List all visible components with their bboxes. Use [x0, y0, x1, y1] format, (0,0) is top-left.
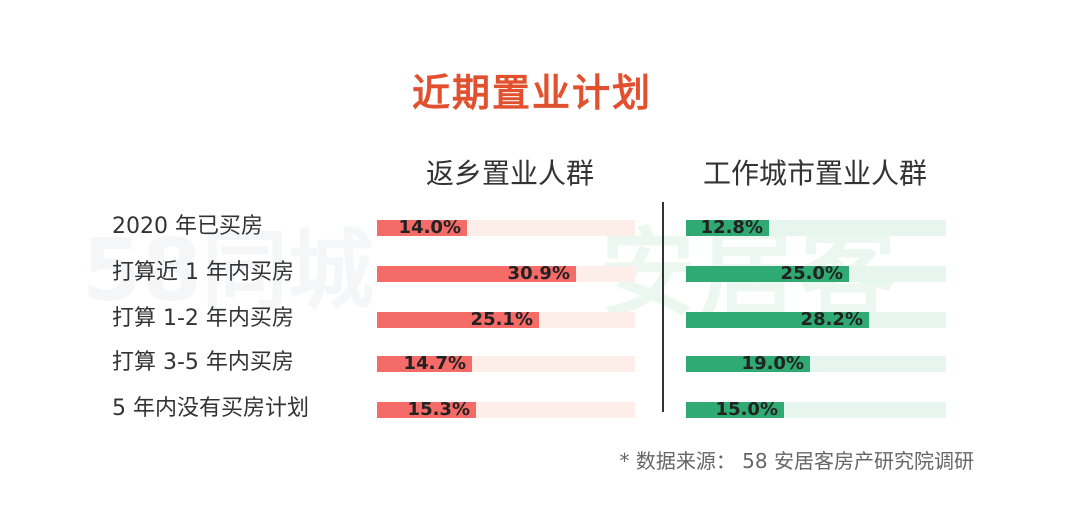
- category-label: 打算 3-5 年内买房: [112, 350, 294, 375]
- value-label-hometown: 30.9%: [507, 263, 570, 284]
- value-label-workcity: 25.0%: [780, 263, 843, 284]
- value-label-hometown: 25.1%: [470, 309, 533, 330]
- bar-hometown: [377, 356, 472, 372]
- value-label-workcity: 19.0%: [741, 353, 804, 374]
- bar-track-hometown: 30.9%: [377, 263, 635, 284]
- series-header-workcity: 工作城市置业人群: [702, 157, 927, 190]
- category-label: 打算 1-2 年内买房: [112, 306, 294, 331]
- value-label-workcity: 12.8%: [700, 217, 763, 238]
- bar-hometown: [377, 220, 467, 236]
- series-divider: [662, 202, 664, 412]
- bar-track-workcity: 25.0%: [686, 263, 946, 284]
- bar-hometown: [377, 402, 476, 418]
- value-label-hometown: 14.7%: [403, 353, 466, 374]
- category-label: 打算近 1 年内买房: [112, 260, 294, 285]
- value-label-workcity: 15.0%: [715, 399, 778, 420]
- value-label-workcity: 28.2%: [800, 309, 863, 330]
- category-label: 5 年内没有买房计划: [112, 396, 309, 421]
- bar-track-workcity: 28.2%: [686, 309, 946, 330]
- series-header-hometown: 返乡置业人群: [425, 157, 594, 190]
- bar-track-hometown: 15.3%: [377, 399, 635, 420]
- bar-workcity: [686, 356, 810, 372]
- chart-title: 近期置业计划: [411, 71, 652, 115]
- value-label-hometown: 15.3%: [407, 399, 470, 420]
- bar-track-workcity: 19.0%: [686, 353, 946, 374]
- bar-track-workcity: 15.0%: [686, 399, 946, 420]
- bar-workcity: [686, 402, 784, 418]
- bar-workcity: [686, 312, 869, 328]
- bar-hometown: [377, 312, 539, 328]
- value-label-hometown: 14.0%: [398, 217, 461, 238]
- bar-track-hometown: 14.7%: [377, 353, 635, 374]
- bar-track-workcity: 12.8%: [686, 217, 946, 238]
- category-label: 2020 年已买房: [112, 214, 263, 239]
- bar-hometown: [377, 266, 576, 282]
- bar-track-hometown: 14.0%: [377, 217, 635, 238]
- bar-workcity: [686, 266, 849, 282]
- bar-workcity: [686, 220, 769, 236]
- source-note: * 数据来源： 58 安居客房产研究院调研: [619, 449, 974, 473]
- bar-track-hometown: 25.1%: [377, 309, 635, 330]
